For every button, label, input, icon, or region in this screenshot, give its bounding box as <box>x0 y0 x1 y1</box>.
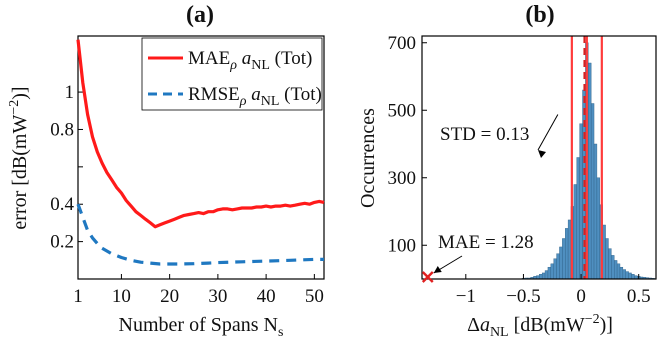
panel-b-annotations: STD = 0.13 MAE = 1.28 <box>433 114 559 274</box>
panel-a-axes-frame <box>77 35 325 280</box>
histogram-bar <box>565 228 569 280</box>
panel-b-outlier-marker <box>421 271 434 283</box>
histogram-bar <box>619 266 624 280</box>
histogram-bar <box>550 263 554 280</box>
histogram-bar <box>541 272 546 280</box>
mae-arrow-head <box>433 266 442 273</box>
legend-box <box>141 37 323 111</box>
panel-a-label: (a) <box>186 2 214 28</box>
histogram-bar <box>576 157 580 280</box>
histogram-bar <box>547 266 552 280</box>
histogram-bar <box>593 143 598 280</box>
histogram-bar <box>608 248 612 280</box>
y-tick-label: 100 <box>388 235 417 256</box>
y-tick-label: 500 <box>388 100 417 121</box>
x-tick-label: 50 <box>305 286 324 307</box>
legend-label-rmse: RMSEρ aNL (Tot) <box>188 84 322 109</box>
panel-a-x-axis-title: Number of Spans Ns <box>119 314 284 339</box>
panel-b-bars <box>521 42 655 280</box>
series-line-rmse <box>76 203 324 266</box>
panel-b: (b) −1 −0.5 0 0.5 100 300 500 700 STD = 0.13 MAE… <box>357 2 657 339</box>
histogram-bar <box>614 260 618 280</box>
x-tick-label: −0.5 <box>506 286 540 307</box>
histogram-bar <box>622 269 626 280</box>
x-tick-label: 0 <box>576 286 586 307</box>
panel-a-ticks: 1 10 20 30 40 50 0.2 0.4 0.8 1 <box>50 82 324 307</box>
std-annotation: STD = 0.13 <box>440 124 529 145</box>
outlier-x-marker <box>421 271 434 283</box>
panel-a: (a) 1 10 20 30 40 50 0.2 0.4 0.8 1 MAEρ aNL (Tot)… <box>7 2 325 339</box>
histogram-bar <box>616 263 621 280</box>
y-tick-label: 0.2 <box>50 232 74 253</box>
panel-b-y-axis-title: Occurrences <box>357 108 379 208</box>
histogram-bar <box>556 253 560 280</box>
histogram-bar <box>539 274 543 280</box>
histogram-bar <box>567 219 572 280</box>
y-tick-label: 0.4 <box>50 194 74 215</box>
histogram-bar <box>588 62 592 280</box>
y-tick-label: 0.8 <box>50 119 74 140</box>
x-tick-label: 10 <box>112 286 131 307</box>
panel-b-x-axis-title: ΔaNL [dB(mW−2)] <box>467 312 613 339</box>
x-tick-label: 30 <box>208 286 227 307</box>
std-arrow-line <box>537 114 559 151</box>
x-tick-label: 0.5 <box>627 286 651 307</box>
histogram-bar <box>602 224 606 280</box>
panel-a-y-axis-title: error [dB(mW−2)] <box>7 86 31 229</box>
histogram-bar <box>605 238 609 280</box>
histogram-bar <box>628 272 632 280</box>
y-tick-label: 700 <box>388 33 417 54</box>
panel-b-ticks: −1 −0.5 0 0.5 100 300 500 700 <box>388 33 651 307</box>
histogram-bar <box>631 274 635 280</box>
panel-b-label: (b) <box>525 2 554 28</box>
x-tick-label: 20 <box>160 286 179 307</box>
y-tick-label: 1 <box>65 82 75 103</box>
series-line-mae <box>76 39 325 229</box>
histogram-bar <box>611 255 615 280</box>
std-arrow-head <box>538 150 546 158</box>
histogram-bar <box>553 258 557 280</box>
histogram-bar <box>562 238 566 280</box>
x-tick-label: −1 <box>456 286 476 307</box>
panel-b-vlines <box>570 36 603 279</box>
y-tick-label: 300 <box>388 168 417 189</box>
histogram-bar <box>590 103 595 280</box>
x-tick-label: 40 <box>257 286 276 307</box>
histogram-bar <box>579 123 583 280</box>
x-tick-label: 1 <box>73 286 83 307</box>
mae-annotation: MAE = 1.28 <box>438 232 534 253</box>
histogram-bar <box>544 270 549 280</box>
histogram-bar <box>573 184 577 280</box>
panel-a-legend: MAEρ aNL (Tot) RMSEρ aNL (Tot) <box>141 37 323 111</box>
histogram-bar <box>625 271 629 280</box>
legend-label-mae: MAEρ aNL (Tot) <box>188 48 312 73</box>
histogram-bar <box>559 246 563 280</box>
panel-a-series <box>76 39 325 266</box>
panel-b-axes-frame <box>421 35 657 280</box>
histogram-bar <box>596 177 600 280</box>
